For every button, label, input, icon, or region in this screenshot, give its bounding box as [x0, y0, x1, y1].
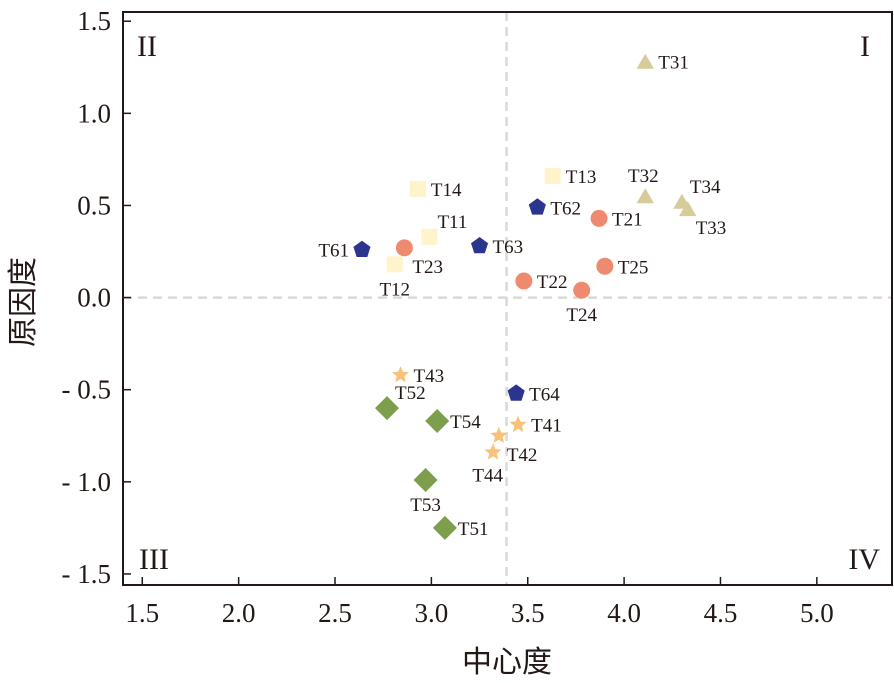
y-tick-label: - 0.5 — [62, 375, 112, 405]
point-label-t12: T12 — [379, 279, 410, 300]
marker-t43 — [392, 366, 410, 383]
marker-t22 — [515, 272, 533, 290]
quadrant-label: IV — [848, 543, 880, 576]
y-tick-label: - 1.5 — [62, 559, 112, 589]
point-label-t64: T64 — [529, 384, 560, 405]
marker-t12 — [386, 256, 403, 273]
data-points — [353, 53, 697, 540]
point-label-t32: T32 — [628, 166, 659, 187]
marker-t42 — [490, 426, 508, 443]
x-tick-label: 2.5 — [318, 598, 352, 628]
point-label-t24: T24 — [566, 305, 597, 326]
x-tick-label: 5.0 — [800, 598, 834, 628]
y-tick-label: 0.5 — [77, 190, 111, 220]
point-label-t53: T53 — [410, 495, 441, 516]
point-label-t34: T34 — [690, 177, 721, 198]
point-label-t33: T33 — [696, 218, 727, 239]
marker-t23 — [395, 239, 413, 257]
point-label-t63: T63 — [493, 237, 524, 258]
quadrant-label: I — [860, 30, 870, 63]
point-label-t25: T25 — [618, 257, 649, 278]
point-label-t54: T54 — [450, 412, 481, 433]
x-axis-title: 中心度 — [462, 645, 552, 680]
point-label-t51: T51 — [458, 519, 489, 540]
y-tick-label: - 1.0 — [62, 467, 112, 497]
point-label-t62: T62 — [550, 198, 581, 219]
ticks: 1.5 2.0 2.5 3.0 3.5 4.0 4.5 5.0 1.5 1.0 0.5 0.0 - 0.… — [62, 6, 834, 628]
marker-t53 — [413, 468, 438, 492]
quadrant-label: III — [139, 543, 169, 576]
y-tick-label: 0.0 — [77, 283, 111, 313]
marker-t52 — [375, 396, 399, 421]
marker-t44 — [484, 443, 502, 460]
x-tick-label: 1.5 — [125, 598, 159, 628]
point-label-t14: T14 — [431, 180, 462, 201]
reference-lines — [123, 12, 892, 585]
point-label-t43: T43 — [414, 366, 445, 387]
marker-t13 — [544, 167, 561, 184]
x-tick-label: 4.0 — [607, 598, 641, 628]
marker-t14 — [409, 180, 426, 197]
marker-t24 — [573, 281, 591, 299]
marker-t63 — [471, 237, 489, 254]
marker-t51 — [432, 515, 457, 540]
y-axis-title: 原因度 — [6, 257, 41, 347]
point-label-t42: T42 — [507, 445, 538, 466]
x-tick-label: 4.5 — [704, 598, 738, 628]
x-tick-label: 3.0 — [414, 598, 448, 628]
marker-t61 — [353, 240, 371, 257]
point-label-t22: T22 — [537, 272, 568, 293]
marker-t54 — [425, 409, 450, 433]
marker-t32 — [636, 188, 654, 204]
point-label-t61: T61 — [318, 241, 349, 262]
point-label-t44: T44 — [472, 465, 503, 486]
marker-t34 — [673, 193, 691, 209]
marker-t31 — [636, 53, 654, 69]
axes — [122, 11, 893, 586]
point-label-t21: T21 — [612, 209, 643, 230]
marker-t41 — [509, 415, 527, 432]
point-labels: T11 T12 T13 T14 T21 T22 T23 T24 T25 T31 T32 T33 T34 T… — [318, 53, 726, 540]
x-tick-label: 2.0 — [222, 598, 256, 628]
point-label-t52: T52 — [395, 383, 426, 404]
y-tick-label: 1.5 — [77, 6, 111, 36]
x-tick-label: 3.5 — [511, 598, 545, 628]
point-label-t31: T31 — [658, 53, 689, 74]
marker-t62 — [528, 198, 546, 215]
marker-t25 — [596, 257, 614, 275]
quadrant-label: II — [137, 30, 157, 63]
marker-t21 — [590, 209, 608, 227]
point-label-t41: T41 — [531, 416, 562, 437]
point-label-t13: T13 — [566, 167, 597, 188]
y-tick-label: 1.0 — [77, 98, 111, 128]
marker-t64 — [507, 384, 525, 401]
point-label-t11: T11 — [437, 212, 467, 233]
marker-t11 — [421, 228, 438, 245]
point-label-t23: T23 — [412, 257, 443, 278]
plot-frame — [122, 11, 893, 586]
